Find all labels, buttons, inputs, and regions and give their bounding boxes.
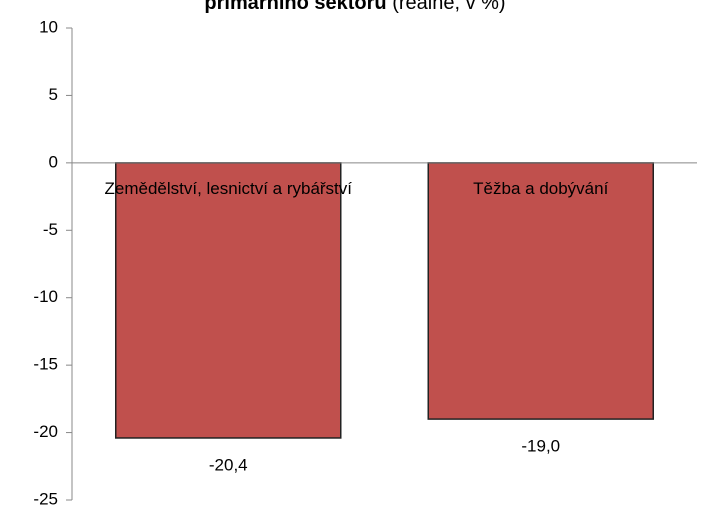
chart-title-unit: (reálně, v %) bbox=[392, 0, 505, 14]
value-label: -19,0 bbox=[521, 437, 560, 456]
category-label: Zemědělství, lesnictví a rybářství bbox=[104, 178, 353, 198]
bar bbox=[427, 162, 654, 420]
category-label: Těžba a dobývání bbox=[473, 178, 609, 198]
category-label-box: Zemědělství, lesnictví a rybářství bbox=[104, 178, 353, 198]
y-tick-label: 0 bbox=[49, 152, 58, 171]
chart-title-main: primárního sektoru bbox=[204, 0, 386, 14]
y-tick-label: -20 bbox=[33, 422, 58, 441]
category-label-box: Těžba a dobývání bbox=[473, 178, 609, 198]
y-tick-label: -25 bbox=[33, 489, 58, 505]
y-tick-label: -5 bbox=[43, 220, 58, 239]
bar bbox=[115, 162, 342, 439]
y-tick-label: -10 bbox=[33, 287, 58, 306]
value-label: -20,4 bbox=[209, 455, 248, 474]
y-tick-label: -15 bbox=[33, 355, 58, 374]
y-tick-label: 5 bbox=[49, 85, 58, 104]
chart-title: primárního sektoru (reálně, v %) bbox=[204, 0, 505, 14]
y-tick-label: 10 bbox=[39, 17, 58, 36]
